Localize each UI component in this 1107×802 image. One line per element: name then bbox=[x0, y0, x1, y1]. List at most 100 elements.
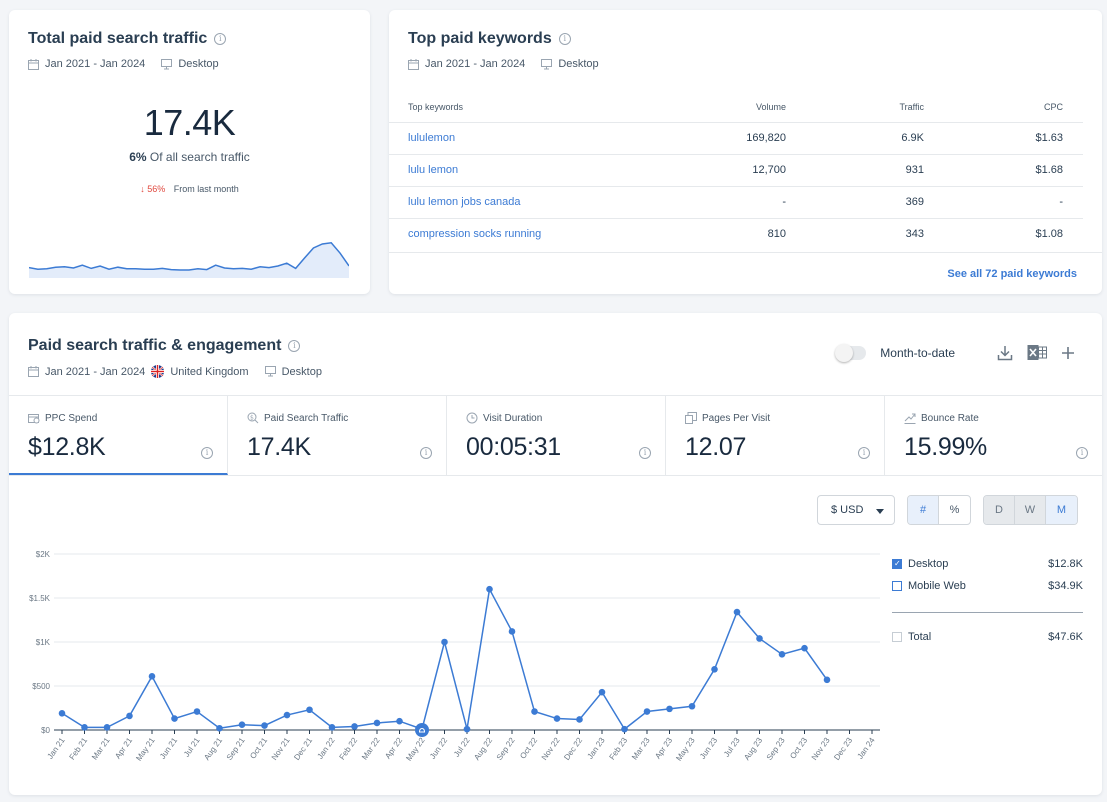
tab-paid-search-traffic[interactable]: $ Paid Search Traffic 17.4K i bbox=[228, 396, 447, 475]
checkbox-icon[interactable] bbox=[892, 581, 902, 591]
x-tick-label: Dec 21 bbox=[292, 736, 314, 762]
excel-export-icon[interactable] bbox=[1027, 344, 1047, 361]
info-icon[interactable]: i bbox=[558, 33, 571, 45]
data-point bbox=[643, 708, 651, 715]
bell-icon bbox=[419, 728, 425, 733]
x-tick-label: Sep 23 bbox=[765, 736, 787, 762]
annotation-marker bbox=[415, 723, 429, 737]
granularity-week-button[interactable]: W bbox=[1015, 496, 1046, 524]
info-icon[interactable]: i bbox=[288, 340, 301, 352]
tab-ppc-spend[interactable]: PPC Spend $12.8K i bbox=[9, 396, 228, 475]
x-tick-label: Dec 23 bbox=[832, 736, 854, 762]
total-traffic-title: Total paid search traffic i bbox=[28, 30, 351, 48]
legend-mobile-web[interactable]: Mobile Web $34.9K bbox=[892, 575, 1083, 597]
legend-divider bbox=[892, 612, 1083, 613]
country-label: United Kingdom bbox=[170, 365, 249, 378]
currency-select[interactable]: $ USD bbox=[817, 495, 895, 525]
data-point bbox=[576, 716, 583, 723]
traffic-sparkline bbox=[29, 242, 349, 278]
change-down-indicator: ↓ 56% bbox=[140, 184, 165, 194]
legend-total[interactable]: Total $47.6K bbox=[892, 626, 1083, 648]
x-tick-label: Jan 24 bbox=[855, 736, 876, 761]
keyword-volume: 810 bbox=[767, 228, 786, 241]
x-tick-label: Jan 21 bbox=[45, 736, 66, 761]
data-point bbox=[733, 608, 741, 616]
keyword-cpc: - bbox=[944, 186, 1083, 219]
legend-desktop[interactable]: Desktop $12.8K bbox=[892, 553, 1083, 575]
keyword-link[interactable]: lululemon bbox=[389, 122, 669, 155]
x-tick-label: Jul 21 bbox=[182, 736, 202, 759]
legend-value: $34.9K bbox=[1048, 580, 1083, 592]
total-traffic-meta: Jan 2021 - Jan 2024 Desktop bbox=[28, 58, 351, 70]
data-point bbox=[801, 644, 808, 652]
col-header-cpc[interactable]: CPC bbox=[944, 92, 1083, 123]
add-icon[interactable] bbox=[1061, 346, 1075, 360]
keyword-link[interactable]: compression socks running bbox=[408, 228, 542, 241]
x-tick-label: Aug 23 bbox=[742, 736, 764, 762]
checkbox-checked-icon[interactable] bbox=[892, 559, 902, 569]
clock-icon bbox=[466, 412, 478, 424]
share-percent: 6% bbox=[129, 150, 147, 164]
checkbox-icon[interactable] bbox=[892, 632, 902, 642]
granularity-day-button[interactable]: D bbox=[984, 496, 1015, 524]
tab-visit-duration[interactable]: Visit Duration 00:05:31 i bbox=[447, 396, 666, 475]
keywords-title-text: Top paid keywords bbox=[408, 30, 552, 47]
info-icon[interactable]: i bbox=[639, 447, 651, 459]
x-tick-label: Mar 21 bbox=[90, 736, 112, 762]
chart-controls: $ USD # % D W M bbox=[817, 495, 1078, 525]
x-tick-label: Jul 22 bbox=[452, 736, 472, 759]
series-line-desktop bbox=[61, 586, 828, 731]
table-row: compression socks running 810 343 $1.08 bbox=[389, 218, 1083, 250]
data-point bbox=[328, 724, 336, 731]
change-text: From last month bbox=[173, 184, 239, 194]
total-traffic-title-text: Total paid search traffic bbox=[28, 30, 208, 47]
tab-pages-per-visit[interactable]: Pages Per Visit 12.07 i bbox=[666, 396, 885, 475]
x-tick-label: Aug 21 bbox=[202, 736, 224, 762]
granularity-month-button[interactable]: M bbox=[1046, 496, 1077, 524]
metric-value: 00:05:31 bbox=[466, 433, 561, 461]
x-tick-label: Jan 22 bbox=[315, 736, 336, 761]
metric-label: Paid Search Traffic bbox=[264, 412, 349, 424]
x-tick-label: Feb 23 bbox=[607, 736, 629, 762]
keyword-link[interactable]: lulu lemon bbox=[389, 154, 669, 187]
metric-label-row: Bounce Rate bbox=[904, 412, 1083, 424]
top-paid-keywords-card: Top paid keywords i Jan 2021 - Jan 2024 … bbox=[389, 10, 1102, 294]
keyword-link[interactable]: lulu lemon jobs canada bbox=[389, 186, 669, 219]
sparkline-line bbox=[29, 242, 349, 271]
see-all-keywords-link[interactable]: See all 72 paid keywords bbox=[947, 268, 1077, 280]
x-tick-label: Aug 22 bbox=[472, 736, 494, 762]
desktop-icon bbox=[264, 366, 276, 377]
total-traffic-value: 17.4K bbox=[143, 102, 236, 143]
currency-value: $ USD bbox=[831, 504, 864, 516]
legend-label: Total bbox=[908, 631, 932, 643]
month-to-date-label: Month-to-date bbox=[880, 345, 955, 360]
month-to-date-toggle[interactable] bbox=[835, 343, 867, 362]
x-tick-label: Jan 23 bbox=[585, 736, 606, 761]
table-row: lulu lemon jobs canada - 369 - bbox=[389, 186, 1083, 219]
x-tick-label: Nov 23 bbox=[810, 736, 832, 762]
download-icon[interactable] bbox=[997, 345, 1013, 361]
col-header-traffic[interactable]: Traffic bbox=[806, 92, 944, 123]
info-icon[interactable]: i bbox=[214, 33, 227, 45]
info-icon[interactable]: i bbox=[1076, 447, 1088, 459]
x-tick-label: Dec 22 bbox=[562, 736, 584, 762]
col-header-volume[interactable]: Volume bbox=[669, 92, 806, 123]
keywords-table: Top keywords Volume Traffic CPC lululemo… bbox=[389, 92, 1083, 250]
info-icon[interactable]: i bbox=[420, 447, 432, 459]
unit-percent-button[interactable]: % bbox=[949, 504, 960, 516]
data-point bbox=[711, 665, 718, 673]
info-icon[interactable]: i bbox=[858, 447, 870, 459]
data-point bbox=[148, 673, 156, 680]
data-point bbox=[58, 709, 66, 717]
see-all-keywords-footer: See all 72 paid keywords bbox=[389, 252, 1102, 280]
svg-text:$: $ bbox=[250, 415, 254, 422]
col-header-keyword[interactable]: Top keywords bbox=[389, 92, 669, 123]
data-point bbox=[441, 638, 448, 646]
y-tick-label: $2K bbox=[36, 550, 51, 559]
unit-count-button[interactable]: # bbox=[908, 496, 939, 524]
metric-label-row: Pages Per Visit bbox=[685, 412, 865, 424]
info-icon[interactable]: i bbox=[201, 447, 213, 459]
tab-bounce-rate[interactable]: Bounce Rate 15.99% i bbox=[885, 396, 1102, 475]
data-point bbox=[126, 712, 133, 720]
metric-label: Bounce Rate bbox=[921, 412, 979, 424]
